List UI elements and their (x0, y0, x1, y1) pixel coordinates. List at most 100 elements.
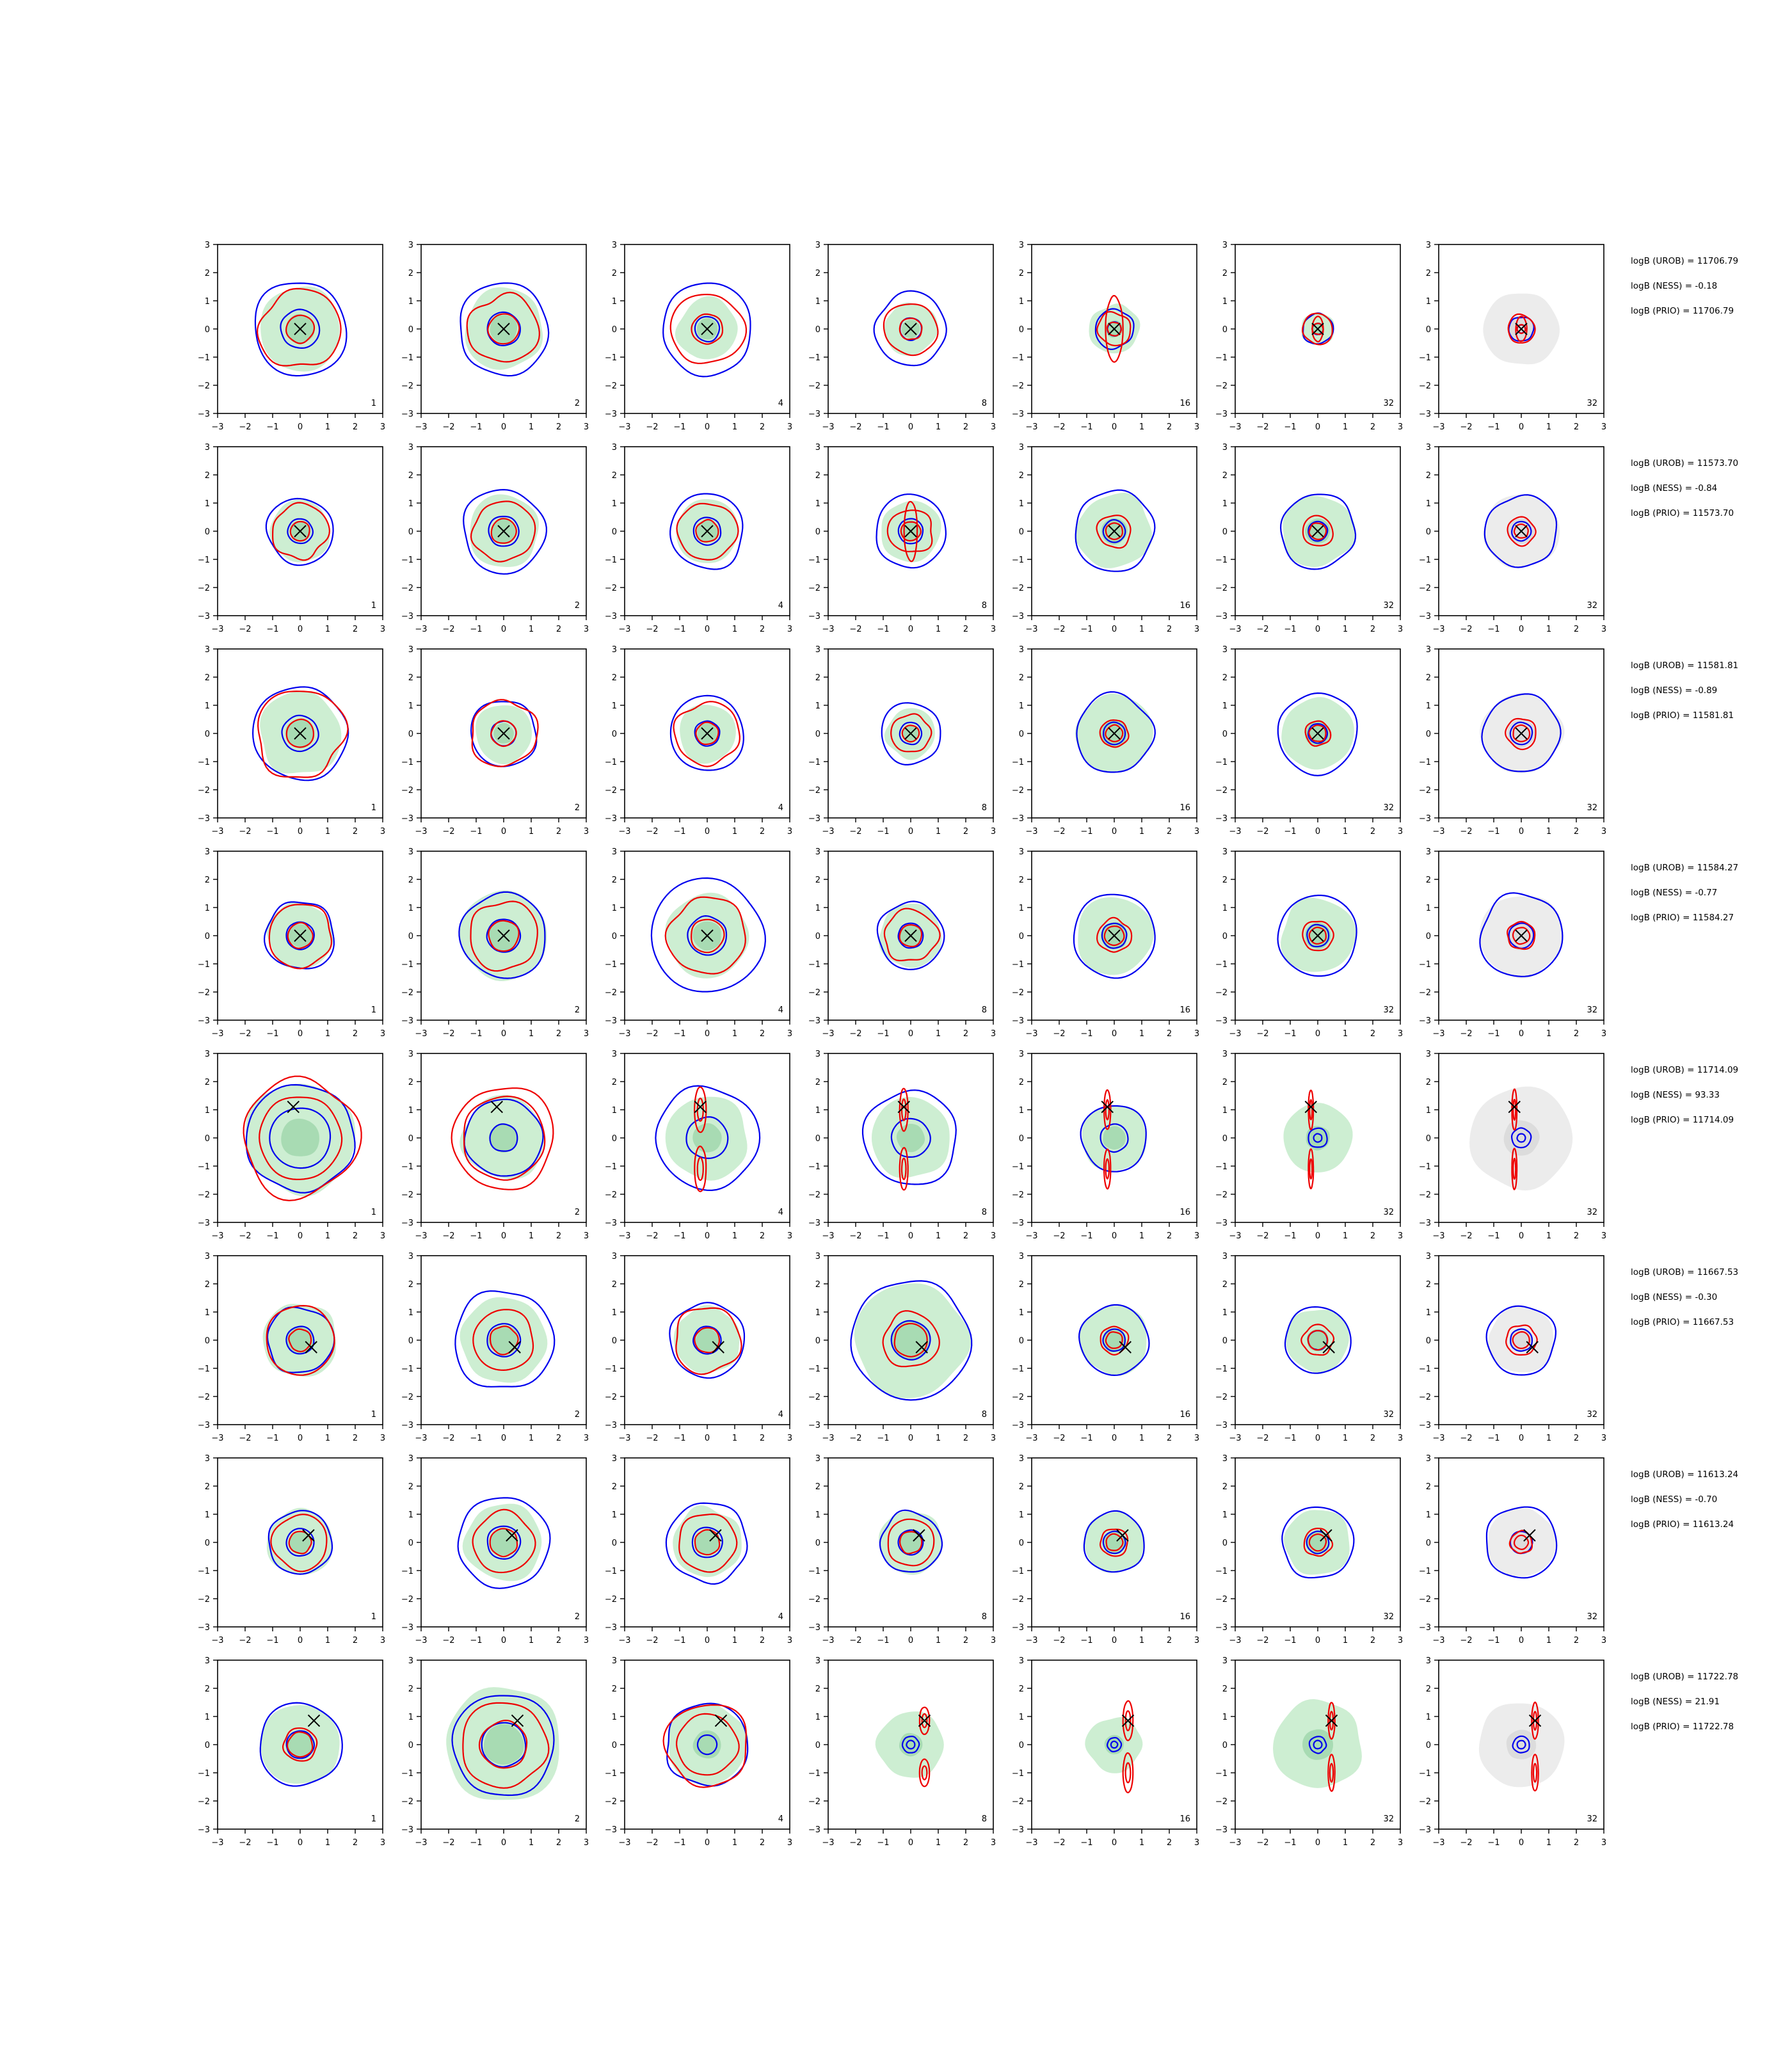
blue-contour-inner (1102, 518, 1126, 543)
x-tick-label: 0 (705, 1838, 710, 1848)
x-tick-label: −1 (1284, 827, 1296, 836)
y-tick-label: 0 (1222, 1741, 1228, 1750)
x-tick-label: 2 (1167, 625, 1172, 634)
x-tick-label: 2 (1574, 422, 1579, 432)
blue-contour-outer (655, 1085, 761, 1192)
blue-contour-inner (486, 1525, 522, 1560)
blue-contour-outer (457, 1497, 551, 1589)
x-tick-label: −1 (470, 1838, 482, 1848)
y-tick-label: 1 (1222, 297, 1228, 307)
x-tick-label: 3 (1601, 625, 1606, 634)
x-tick-label: 1 (529, 827, 534, 836)
x-tick-label: 1 (325, 827, 330, 836)
x-tick-label: 0 (1519, 1838, 1524, 1848)
x-tick-label: −3 (1025, 1434, 1037, 1443)
y-tick-label: 1 (1019, 701, 1024, 711)
y-tick-label: 0 (1019, 1336, 1024, 1346)
panel-r4-c5: −3−3 −2 −2 −1 −1 0 0 1 1 2 2 3 3 16 (1012, 847, 1199, 1039)
red-contour-outer (462, 1702, 550, 1789)
x-tick-label: 1 (325, 1636, 330, 1645)
y-tick-label: 1 (612, 904, 617, 913)
panel-count-label: 16 (1180, 1005, 1190, 1015)
x-tick-label: 1 (325, 1838, 330, 1848)
red-contour-outer (1096, 916, 1133, 953)
y-tick-label: −1 (198, 1162, 210, 1172)
panel-r6-c4: −3−3 −2 −2 −1 −1 0 0 1 1 2 2 3 3 8 (808, 1252, 996, 1443)
x-tick-label: 0 (705, 625, 710, 634)
red-contour-outer (1302, 920, 1334, 952)
red-contour-inner (285, 314, 316, 344)
panel-count-label: 1 (371, 1814, 376, 1824)
y-tick-label: 0 (612, 325, 617, 335)
x-tick-label: 0 (501, 422, 506, 432)
red-contour-inner (691, 918, 725, 954)
y-tick-label: −2 (605, 1797, 617, 1807)
y-tick-label: 3 (1222, 847, 1228, 857)
red-contour-lobe (1308, 1148, 1315, 1190)
x-tick-label: −1 (877, 1838, 889, 1848)
x-tick-label: 3 (991, 1838, 996, 1848)
x-tick-label: −2 (849, 827, 861, 836)
x-tick-label: −3 (618, 1434, 630, 1443)
red-contour-outer (676, 502, 739, 561)
panel-plot-area (263, 901, 335, 970)
y-tick-label: 2 (815, 471, 820, 481)
x-tick-label: 1 (1343, 1636, 1348, 1645)
x-tick-label: 0 (501, 1434, 506, 1443)
true-value-marker (307, 1714, 321, 1727)
panel-count-label: 2 (575, 399, 580, 408)
panel-plot-area (876, 900, 945, 971)
x-tick-label: 2 (1370, 827, 1375, 836)
y-tick-label: 2 (1426, 1280, 1431, 1290)
blue-contour-outer (1485, 1305, 1557, 1376)
x-tick-label: −1 (470, 1636, 482, 1645)
y-tick-label: −2 (1419, 1595, 1431, 1604)
y-tick-label: −3 (1215, 1421, 1228, 1430)
y-tick-label: 0 (612, 1741, 617, 1750)
panel-r6-c3: −3−3 −2 −2 −1 −1 0 0 1 1 2 2 3 3 4 (605, 1252, 792, 1443)
red-contour-outer (1505, 717, 1537, 751)
x-tick-label: 2 (963, 422, 968, 432)
y-tick-label: −3 (1419, 1825, 1431, 1835)
y-tick-label: −3 (1419, 612, 1431, 621)
true-value-marker (497, 929, 510, 942)
y-tick-label: −3 (401, 612, 413, 621)
red-contour-inner (1308, 926, 1327, 945)
panel-count-label: 1 (371, 399, 376, 408)
y-tick-label: −2 (198, 1190, 210, 1200)
panel-plot-area (873, 290, 947, 367)
y-tick-label: 0 (1019, 325, 1024, 335)
x-tick-label: 3 (991, 1434, 996, 1443)
x-tick-label: −2 (1053, 1029, 1065, 1039)
y-tick-label: −1 (1215, 758, 1228, 767)
y-tick-label: 2 (815, 1684, 820, 1694)
x-tick-label: 0 (501, 1231, 506, 1241)
y-tick-label: 0 (612, 1539, 617, 1548)
red-contour-inner (287, 922, 314, 949)
y-tick-label: 1 (1019, 1308, 1024, 1318)
panel-plot-area (875, 1706, 944, 1788)
x-tick-label: 1 (1546, 1434, 1551, 1443)
x-tick-label: 0 (501, 625, 506, 634)
y-tick-label: 0 (1426, 1134, 1431, 1144)
y-tick-label: 3 (408, 1454, 413, 1464)
red-contour-lobe (1122, 1752, 1134, 1794)
red-contour-outer (243, 1075, 362, 1202)
x-tick-label: −2 (849, 1838, 861, 1848)
red-contour-outer (673, 701, 740, 767)
x-tick-label: 2 (556, 422, 561, 432)
x-tick-label: −1 (1284, 625, 1296, 634)
panel-r7-c4: −3−3 −2 −2 −1 −1 0 0 1 1 2 2 3 3 8 (808, 1454, 996, 1645)
panel-count-label: 32 (1587, 1005, 1597, 1015)
posterior-density-core (287, 1327, 314, 1354)
red-contour-inner (695, 518, 719, 543)
blue-contour-outer (451, 1695, 555, 1796)
prior-density-core (1506, 1729, 1537, 1759)
blue-contour-outer (662, 282, 751, 378)
y-tick-label: −3 (605, 1421, 617, 1430)
y-tick-label: 0 (815, 1539, 820, 1548)
y-tick-label: 3 (205, 241, 210, 250)
red-contour-inner (488, 920, 520, 952)
x-tick-label: 0 (908, 422, 913, 432)
x-tick-label: −1 (1487, 625, 1500, 634)
